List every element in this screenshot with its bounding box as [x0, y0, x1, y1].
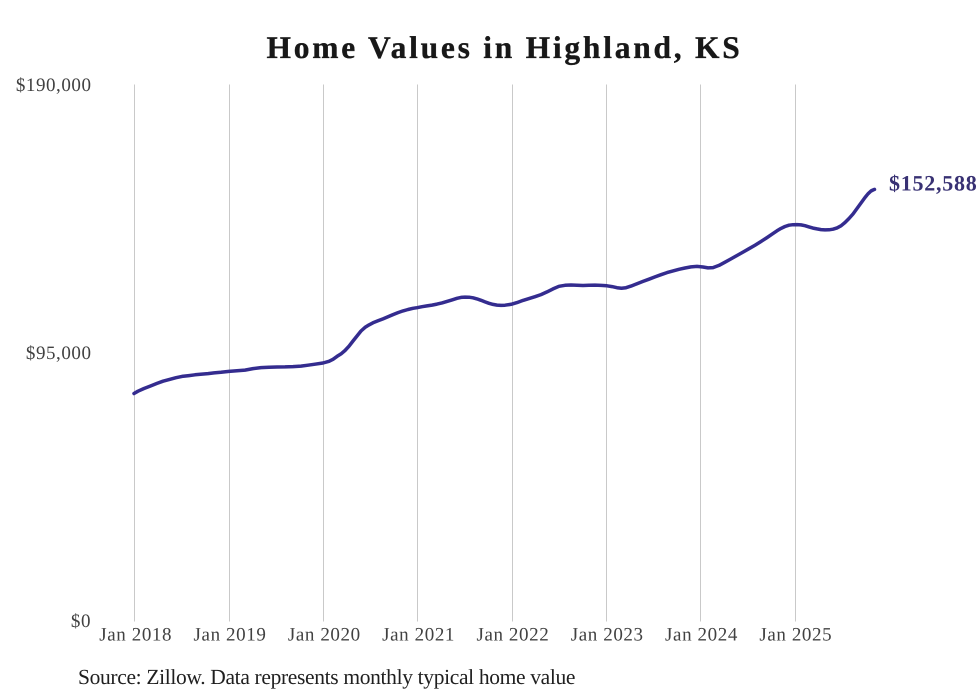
svg-text:Jan 2023: Jan 2023: [571, 625, 644, 646]
svg-text:$152,588: $152,588: [889, 171, 978, 196]
svg-text:Jan 2019: Jan 2019: [194, 625, 267, 646]
svg-text:Home Values in Highland, KS: Home Values in Highland, KS: [267, 30, 743, 65]
svg-text:Jan 2022: Jan 2022: [476, 625, 549, 646]
svg-text:Jan 2024: Jan 2024: [665, 625, 738, 646]
svg-text:Jan 2021: Jan 2021: [382, 625, 455, 646]
svg-text:Source: Zillow. Data represent: Source: Zillow. Data represents monthly …: [78, 665, 575, 689]
svg-text:Jan 2020: Jan 2020: [288, 625, 361, 646]
svg-text:Jan 2025: Jan 2025: [759, 625, 832, 646]
svg-text:Jan 2018: Jan 2018: [99, 625, 172, 646]
svg-text:$0: $0: [71, 611, 91, 632]
svg-text:$95,000: $95,000: [26, 343, 92, 364]
svg-text:$190,000: $190,000: [16, 75, 92, 96]
